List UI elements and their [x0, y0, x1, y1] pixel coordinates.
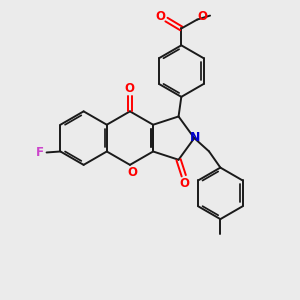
Text: O: O — [197, 10, 207, 23]
Text: O: O — [155, 10, 166, 23]
Text: F: F — [36, 146, 43, 159]
Text: N: N — [190, 130, 200, 144]
Text: O: O — [124, 82, 134, 95]
Text: O: O — [127, 166, 137, 179]
Text: O: O — [180, 177, 190, 190]
